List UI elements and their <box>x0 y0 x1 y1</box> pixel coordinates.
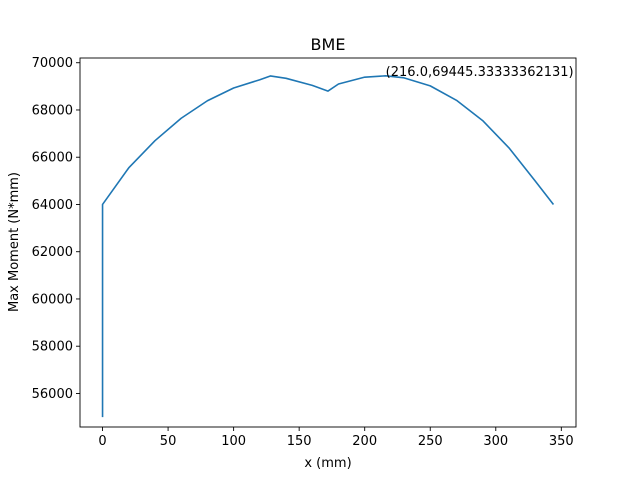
plot-frame <box>79 57 577 428</box>
x-tick-label: 250 <box>418 434 443 449</box>
x-tick-label: 150 <box>287 434 312 449</box>
y-tick-label: 56000 <box>32 387 73 402</box>
y-tick-label: 64000 <box>32 198 73 213</box>
plot-area: 0 50 100 150 200 250 300 350 56000 58000 60000 6200… <box>32 56 577 449</box>
y-tick-label: 62000 <box>32 245 73 260</box>
series-line-0 <box>101 75 555 418</box>
y-tick-label: 70000 <box>32 56 73 71</box>
y-tick-label: 60000 <box>32 292 73 307</box>
x-tick-label: 350 <box>549 434 574 449</box>
x-tick-label: 200 <box>352 434 377 449</box>
y-axis-title: Max Moment (N*mm) <box>7 172 22 312</box>
x-tick-label: 300 <box>483 434 508 449</box>
max-point-annotation: (216.0,69445.33333362131) <box>386 65 574 80</box>
chart-title: BME <box>311 35 346 54</box>
x-tick-label: 0 <box>98 434 106 449</box>
y-tick-label: 68000 <box>32 103 73 118</box>
y-tick-label: 66000 <box>32 151 73 166</box>
y-tick-label: 58000 <box>32 340 73 355</box>
x-axis-title: x (mm) <box>304 456 351 471</box>
x-tick-label: 100 <box>221 434 246 449</box>
x-tick-label: 50 <box>160 434 177 449</box>
